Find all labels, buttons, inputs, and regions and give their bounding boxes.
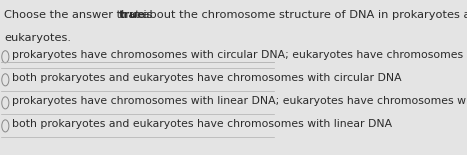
Text: prokaryotes have chromosomes with linear DNA; eukaryotes have chromosomes with c: prokaryotes have chromosomes with linear… — [12, 96, 467, 106]
Text: prokaryotes have chromosomes with circular DNA; eukaryotes have chromosomes with: prokaryotes have chromosomes with circul… — [12, 50, 467, 60]
Text: both prokaryotes and eukaryotes have chromosomes with linear DNA: both prokaryotes and eukaryotes have chr… — [12, 119, 392, 129]
Text: both prokaryotes and eukaryotes have chromosomes with circular DNA: both prokaryotes and eukaryotes have chr… — [12, 73, 402, 83]
Text: Choose the answer that is: Choose the answer that is — [4, 10, 156, 20]
Text: true: true — [119, 10, 146, 20]
Text: about the chromosome structure of DNA in prokaryotes and: about the chromosome structure of DNA in… — [139, 10, 467, 20]
Text: eukaryotes.: eukaryotes. — [4, 33, 71, 43]
